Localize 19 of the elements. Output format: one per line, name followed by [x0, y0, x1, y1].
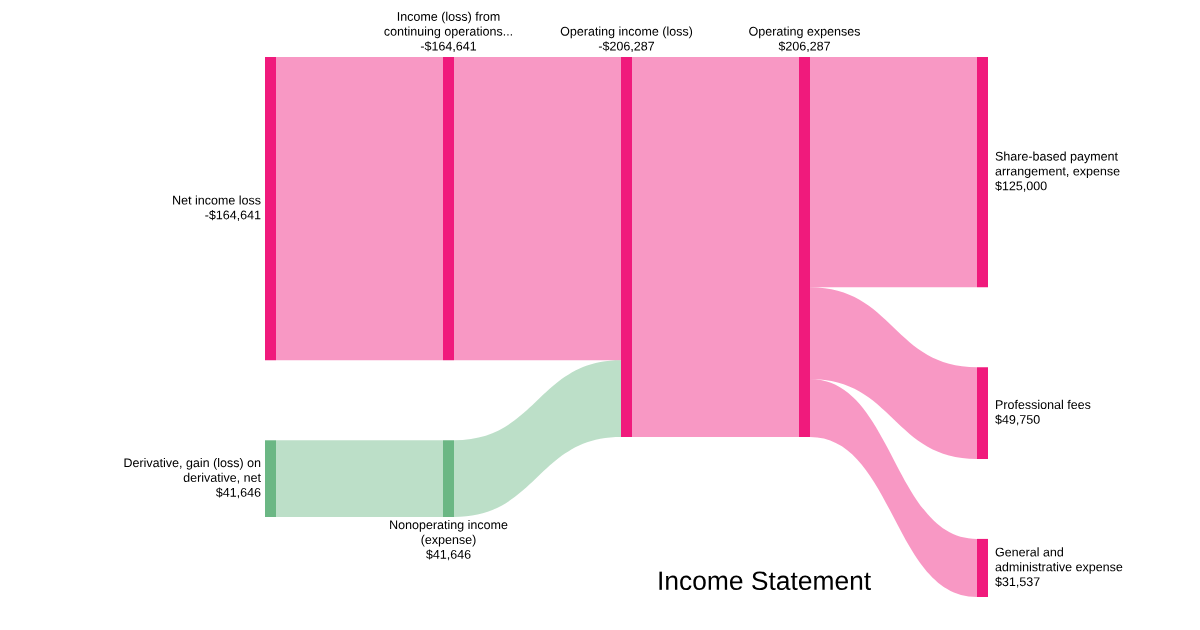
data-label: $41,646: [215, 487, 261, 499]
data-label: -$206,287: [598, 41, 655, 53]
category-label: Share-based payment arrangement, expense: [995, 151, 1120, 178]
data-label: $125,000: [995, 180, 1047, 192]
category-label: Professional fees: [996, 399, 1091, 410]
data-label: $31,537: [995, 576, 1040, 588]
data-label: $41,646: [426, 549, 471, 561]
category-label: Nonoperating income (expense): [390, 520, 508, 547]
text: Income Statement: [659, 571, 871, 591]
data-label: -$164,641: [205, 210, 261, 221]
category-label: Net income loss: [173, 195, 261, 205]
category-label: Operating income (loss): [560, 26, 693, 39]
category-label: Income (loss) from continuing operations...: [384, 11, 512, 39]
category-label: General and administrative expense: [995, 547, 1123, 574]
category-label: Derivative, gain (loss) on derivative, net: [124, 457, 261, 484]
data-label: $49,750: [995, 414, 1040, 426]
data-label: $206,287: [778, 41, 830, 53]
category-label: Operating expenses: [749, 26, 860, 39]
data-label: -$164,641: [420, 41, 477, 53]
